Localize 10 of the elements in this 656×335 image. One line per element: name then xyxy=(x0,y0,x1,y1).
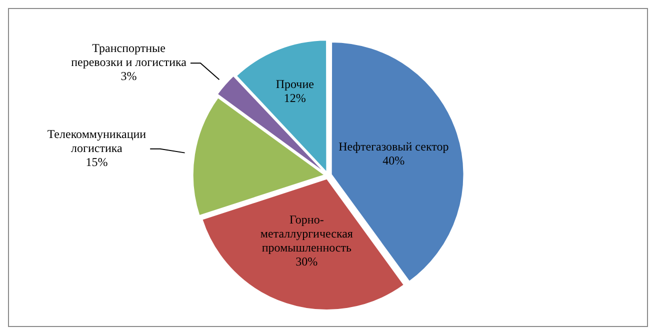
slice-label: Транспортные перевозки и логистика xyxy=(71,41,188,70)
slice-label: Прочие xyxy=(276,76,314,91)
slice-label: Нефтегазовый сектор xyxy=(338,139,449,154)
slice-label: Горно-металлургическая промышленность xyxy=(260,212,354,254)
data-label: 40% xyxy=(382,153,405,168)
data-label: 30% xyxy=(296,254,318,268)
data-label: 12% xyxy=(284,90,306,105)
data-label: 15% xyxy=(86,155,108,170)
data-label: 3% xyxy=(120,69,137,84)
slice-label: Телекоммуникации логистика xyxy=(47,127,147,156)
